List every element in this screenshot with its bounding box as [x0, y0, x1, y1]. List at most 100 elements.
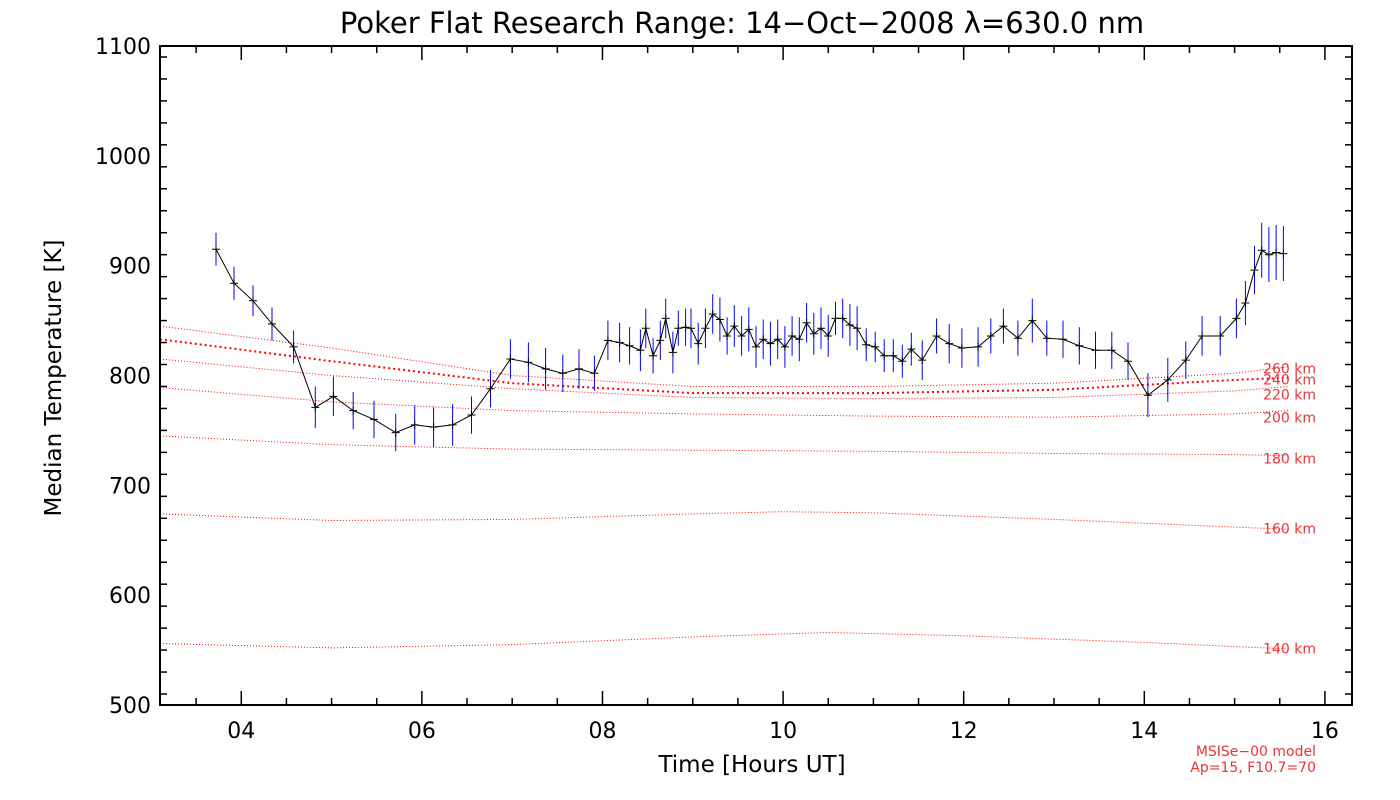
data-point: [212, 245, 220, 254]
data-point: [558, 369, 567, 378]
data-point: [268, 319, 276, 328]
data-point: [289, 342, 298, 351]
data-point: [1042, 334, 1051, 343]
model-curve-200km: [159, 387, 1289, 418]
data-point: [862, 340, 871, 349]
data-point: [802, 318, 811, 327]
model-label-240km: 240 km: [1263, 372, 1316, 388]
data-point: [853, 324, 862, 333]
data-point: [907, 345, 916, 354]
data-point: [687, 324, 695, 333]
data-point: [752, 342, 760, 351]
model-label-180km: 180 km: [1263, 451, 1316, 467]
data-point: [817, 324, 825, 333]
data-point: [391, 428, 400, 437]
data-point: [1264, 250, 1273, 259]
data-point: [649, 351, 658, 360]
data-point: [986, 332, 995, 340]
x-tick-label: 12: [950, 719, 978, 744]
y-tick-label: 900: [109, 255, 151, 280]
data-point: [1250, 266, 1259, 275]
data-point: [766, 339, 775, 348]
x-tick-label: 04: [227, 719, 255, 744]
data-point: [370, 415, 378, 424]
data-point: [744, 325, 753, 334]
data-point: [715, 315, 724, 324]
data-point: [737, 332, 746, 340]
data-point: [831, 314, 840, 323]
model-label-260km: 260 km: [1263, 361, 1316, 377]
model-curve-240km: [159, 338, 1289, 395]
data-point: [410, 420, 419, 429]
data-point: [506, 355, 515, 363]
data-point: [1257, 246, 1266, 255]
data-point: [701, 324, 710, 333]
data-point: [1163, 375, 1172, 384]
data-point: [1124, 357, 1132, 366]
data-point: [467, 411, 476, 419]
data-point: [730, 322, 739, 331]
data-point: [1028, 316, 1037, 325]
data-point: [349, 406, 358, 415]
data-point: [957, 344, 966, 352]
model-curve-160km: [159, 511, 1289, 530]
data-point: [999, 322, 1008, 331]
data-point: [723, 332, 732, 340]
measurement-series: [212, 245, 1288, 437]
axis-ticks: [160, 46, 1352, 705]
model-curve-260km: [159, 325, 1289, 387]
model-curve-180km: [159, 435, 1289, 457]
data-point: [788, 332, 797, 340]
data-point: [880, 351, 889, 360]
y-tick-label: 600: [109, 584, 151, 609]
y-tick-label: 800: [109, 365, 151, 390]
data-point: [824, 332, 833, 340]
data-point: [541, 364, 550, 373]
data-point: [918, 356, 927, 365]
data-point: [889, 351, 898, 360]
y-axis-label: Median Temperature [K]: [41, 240, 67, 517]
data-point: [1013, 334, 1022, 343]
data-point: [1181, 356, 1190, 365]
data-point: [780, 342, 789, 351]
data-point: [590, 369, 599, 378]
data-point: [636, 346, 645, 355]
tick-labels: 04 06 08 10 12 14 16 500 600 700 800 900 1000 1100: [95, 35, 1339, 744]
data-point: [681, 323, 690, 332]
data-point: [1232, 314, 1241, 323]
data-point: [1216, 332, 1225, 340]
data-point: [524, 358, 533, 367]
model-label-220km: 220 km: [1263, 388, 1316, 404]
model-curve-140km: [159, 631, 1289, 650]
data-point: [974, 342, 983, 351]
y-tick-label: 1000: [95, 145, 151, 170]
data-point: [674, 324, 683, 333]
data-point: [694, 339, 703, 348]
data-point: [429, 423, 438, 432]
model-note-line-1: MSISe−00 model: [1196, 744, 1316, 760]
data-point: [230, 279, 238, 288]
model-label-140km: 140 km: [1263, 641, 1316, 657]
model-curve-220km: [159, 358, 1289, 400]
data-point: [1107, 346, 1116, 355]
y-tick-label: 500: [109, 694, 151, 719]
data-point: [838, 314, 847, 323]
model-label-160km: 160 km: [1263, 522, 1316, 538]
data-point: [932, 332, 941, 340]
data-point: [641, 324, 650, 333]
y-tick-label: 700: [109, 474, 151, 499]
data-point: [1059, 335, 1067, 344]
data-point: [486, 384, 495, 393]
data-point: [1075, 341, 1084, 350]
data-point: [898, 357, 907, 366]
data-point: [625, 341, 634, 350]
data-point: [871, 342, 880, 351]
series-line: [215, 248, 1284, 434]
error-bars: [215, 222, 1284, 452]
data-point: [759, 335, 768, 344]
data-point: [448, 420, 457, 429]
data-point: [708, 310, 717, 318]
x-tick-label: 14: [1130, 719, 1158, 744]
